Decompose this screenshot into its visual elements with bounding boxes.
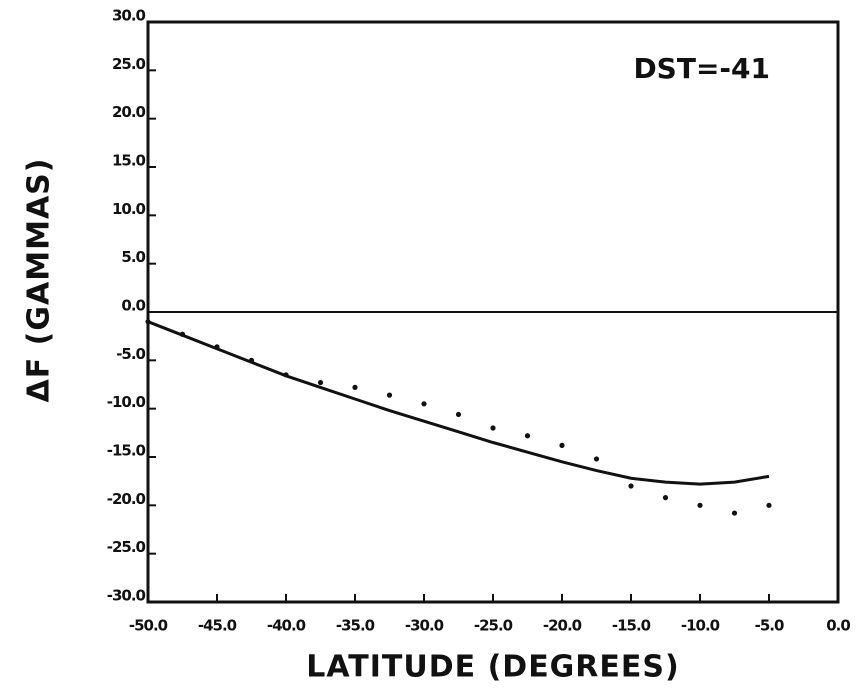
x-tick-label: -5.0 [755, 617, 784, 635]
data-dot [559, 442, 565, 448]
x-axis-title: LATITUDE (DEGREES) [306, 650, 679, 685]
data-dot [179, 331, 186, 337]
data-line [147, 320, 770, 486]
y-tick-label: 15.0 [112, 152, 146, 170]
x-tick-label: -50.0 [129, 617, 168, 635]
data-dot [766, 502, 772, 508]
x-tick-label: -20.0 [543, 617, 582, 635]
y-tick-label: -10.0 [107, 393, 146, 411]
x-tick-label: -10.0 [681, 617, 720, 635]
data-dot [386, 392, 393, 398]
data-dot [662, 495, 669, 501]
y-tick-label: 0.0 [121, 297, 145, 315]
y-tick-label: 20.0 [112, 103, 146, 121]
y-tick-label: 30.0 [112, 7, 146, 25]
y-axis-title: ΔF (GAMMAS) [22, 158, 57, 403]
data-dot [248, 357, 255, 363]
x-tick-label: 0.0 [826, 617, 850, 635]
data-dot [283, 372, 289, 378]
data-dot [697, 502, 703, 508]
x-tick-label: -25.0 [474, 617, 513, 635]
data-dot [593, 456, 600, 462]
data-dot [628, 483, 634, 489]
data-dot [490, 425, 496, 431]
y-tick-label: -20.0 [107, 490, 146, 508]
y-tick-label: -30.0 [107, 587, 146, 605]
data-dot [145, 319, 151, 325]
data-dot [524, 433, 531, 439]
data-dot [352, 384, 358, 390]
x-tick-label: -30.0 [405, 617, 444, 635]
x-tick-label: -35.0 [336, 617, 375, 635]
x-tick-label: -45.0 [198, 617, 237, 635]
y-tick-label: -5.0 [116, 345, 145, 363]
y-tick-label: 25.0 [112, 55, 146, 73]
data-dot [455, 411, 462, 418]
annotation: DST=-41 [633, 52, 770, 85]
data-dot [214, 344, 220, 350]
y-tick-label: 5.0 [121, 248, 145, 266]
x-tick-label: -15.0 [612, 617, 651, 635]
y-tick-label: 10.0 [112, 200, 146, 218]
data-dot [421, 401, 427, 407]
data-dot [731, 510, 738, 516]
data-dot [317, 379, 324, 386]
x-tick-label: -40.0 [267, 617, 306, 635]
y-tick-label: -25.0 [107, 538, 146, 556]
y-tick-label: -15.0 [107, 442, 146, 460]
